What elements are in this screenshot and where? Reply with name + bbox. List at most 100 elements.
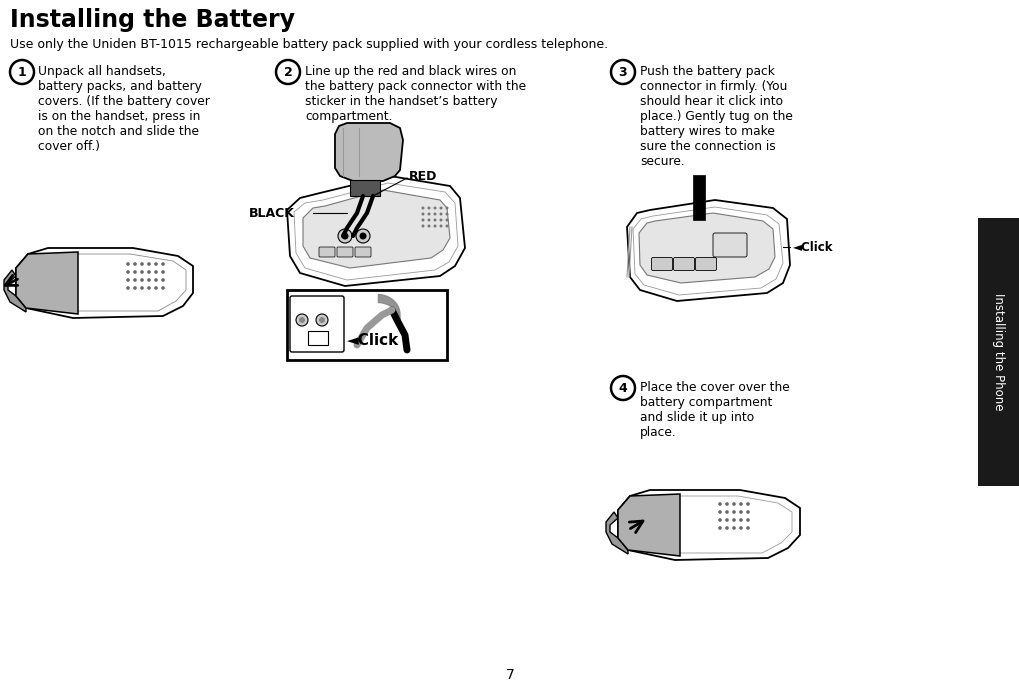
Circle shape [359,232,366,240]
Polygon shape [16,248,193,318]
Circle shape [161,262,165,266]
FancyBboxPatch shape [712,233,746,257]
FancyBboxPatch shape [350,180,380,196]
Circle shape [296,314,308,326]
Circle shape [445,206,448,210]
Circle shape [725,526,729,530]
Circle shape [732,502,735,506]
Circle shape [126,286,129,290]
Circle shape [316,314,328,326]
Polygon shape [4,270,25,312]
FancyBboxPatch shape [286,290,446,360]
FancyBboxPatch shape [695,258,715,271]
Circle shape [732,526,735,530]
Circle shape [739,518,742,522]
Circle shape [746,510,749,514]
FancyBboxPatch shape [692,175,704,220]
Circle shape [154,262,158,266]
Polygon shape [605,512,628,554]
FancyBboxPatch shape [651,258,672,271]
Circle shape [140,262,144,266]
Circle shape [433,219,436,221]
Circle shape [717,502,721,506]
FancyBboxPatch shape [319,247,334,257]
Circle shape [337,229,352,243]
Circle shape [421,206,424,210]
Circle shape [421,212,424,216]
Circle shape [147,262,151,266]
Circle shape [421,225,424,227]
Text: Installing the Battery: Installing the Battery [10,8,294,32]
Circle shape [610,376,635,400]
Circle shape [746,526,749,530]
Text: Installing the Phone: Installing the Phone [991,293,1005,411]
FancyBboxPatch shape [977,218,1019,486]
Polygon shape [303,190,449,268]
Circle shape [147,270,151,274]
Circle shape [433,212,436,216]
Circle shape [433,206,436,210]
FancyBboxPatch shape [355,247,371,257]
Circle shape [154,286,158,290]
Circle shape [746,502,749,506]
FancyBboxPatch shape [308,331,328,345]
Circle shape [717,518,721,522]
Circle shape [427,206,430,210]
Text: 7: 7 [505,668,514,682]
Circle shape [439,206,442,210]
Circle shape [739,526,742,530]
Circle shape [439,225,442,227]
Circle shape [427,225,430,227]
Circle shape [445,225,448,227]
Text: Place the cover over the
battery compartment
and slide it up into
place.: Place the cover over the battery compart… [639,381,789,439]
Text: Push the battery pack
connector in firmly. (You
should hear it click into
place.: Push the battery pack connector in firml… [639,65,792,168]
Circle shape [161,278,165,282]
Circle shape [341,232,348,240]
Circle shape [140,278,144,282]
Circle shape [610,60,635,84]
Text: Use only the Uniden BT-1015 rechargeable battery pack supplied with your cordles: Use only the Uniden BT-1015 rechargeable… [10,38,607,51]
Polygon shape [334,123,403,181]
Circle shape [147,286,151,290]
Circle shape [10,60,34,84]
Text: 1: 1 [17,66,26,79]
Text: RED: RED [409,169,437,182]
Circle shape [126,262,129,266]
Circle shape [161,286,165,290]
Circle shape [433,225,436,227]
Circle shape [725,518,729,522]
Circle shape [739,502,742,506]
Text: Unpack all handsets,
battery packs, and battery
covers. (If the battery cover
is: Unpack all handsets, battery packs, and … [38,65,210,153]
Circle shape [133,270,137,274]
Circle shape [445,219,448,221]
FancyBboxPatch shape [336,247,353,257]
Circle shape [717,526,721,530]
Circle shape [746,518,749,522]
Circle shape [140,270,144,274]
Circle shape [427,212,430,216]
Text: 4: 4 [618,382,627,395]
Circle shape [421,219,424,221]
FancyBboxPatch shape [673,258,694,271]
Circle shape [439,212,442,216]
Circle shape [427,219,430,221]
Circle shape [147,278,151,282]
Polygon shape [627,200,790,301]
Text: 2: 2 [283,66,292,79]
Text: Line up the red and black wires on
the battery pack connector with the
sticker i: Line up the red and black wires on the b… [305,65,526,123]
Circle shape [126,278,129,282]
Circle shape [299,317,305,323]
Circle shape [725,510,729,514]
Polygon shape [618,490,799,560]
Circle shape [140,286,144,290]
Circle shape [732,510,735,514]
Polygon shape [286,176,465,286]
Circle shape [445,212,448,216]
FancyBboxPatch shape [289,296,343,352]
Circle shape [161,270,165,274]
Circle shape [356,229,370,243]
Text: BLACK: BLACK [249,206,294,219]
Circle shape [276,60,300,84]
Circle shape [133,278,137,282]
Polygon shape [618,494,680,556]
